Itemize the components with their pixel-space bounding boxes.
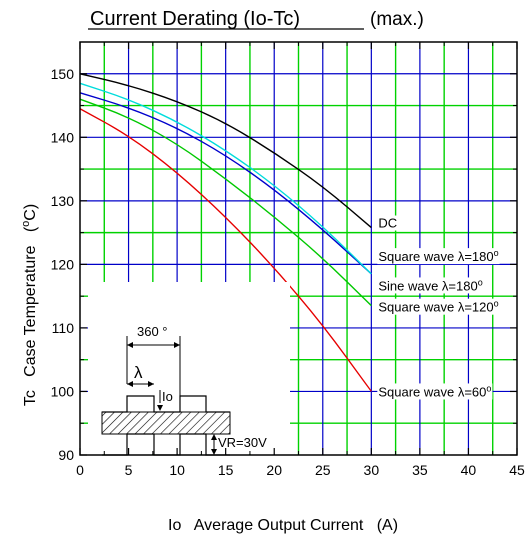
x-tick-label: 15 [218,462,234,478]
conduction-arrow-right-head [148,381,154,387]
series-curves [79,73,372,392]
current-arrow-head [157,405,163,411]
chart-title: Current Derating (Io-Tc) [90,8,300,30]
series-label-background [377,215,399,231]
current-label: Io [162,389,173,404]
y-tick-label: 90 [58,447,74,463]
series-label-background [377,248,500,265]
chart-subtitle: (max.) [370,9,424,30]
voltage-arrow-bottom-head [211,449,217,455]
conduction-arrow-left-head [127,381,133,387]
y-tick-label: 150 [51,66,75,82]
series-line [79,82,372,275]
x-tick-label: 30 [364,462,380,478]
current-waveform [102,395,230,413]
y-tick-label: 120 [51,256,75,272]
series-label: Square wave λ=120o [378,299,498,315]
axis-ticks: 0 5 10 15 20 25 30 35 40 45 90 100 110 120 130 140 150 [51,42,525,478]
x-tick-label: 25 [315,462,331,478]
x-tick-label: 20 [266,462,282,478]
reverse-voltage-band [101,411,231,435]
voltage-arrow-top-head [211,434,217,440]
voltage-label: VR=30V [218,435,267,450]
y-tick-label: 110 [52,320,75,336]
series-label-background [377,383,493,400]
y-tick-label: 100 [51,383,75,399]
x-tick-label: 45 [509,462,525,478]
waveform-inset: 360 ° λ Io VR=30V [88,282,290,456]
series-label: Sine wave λ=180o [378,277,482,293]
x-tick-label: 0 [76,462,84,478]
x-tick-label: 10 [169,462,185,478]
x-axis-label: Io Average Output Current (A) [168,517,398,534]
series-labels: DC Square wave λ=180o Sine wave λ=180o Squa… [377,215,500,400]
series-label: DC [378,216,397,231]
y-tick-label: 130 [51,193,75,209]
x-tick-label: 35 [412,462,428,478]
x-tick-label: 40 [461,462,477,478]
series-line [79,73,372,229]
series-label: Square wave λ=60o [378,383,491,399]
conduction-label: λ [134,363,143,382]
series-line [79,108,372,392]
series-line [79,92,372,275]
y-axis-label: Tc Case Temperature (oC) [20,204,39,406]
series-label-background [377,298,500,315]
period-arrow-left-head [127,342,133,348]
period-arrow-right-head [174,342,180,348]
series-label-background [377,277,484,294]
x-tick-label: 5 [125,462,133,478]
series-line [79,98,372,307]
period-label: 360 ° [137,324,168,339]
y-axis-label-group: Tc Case Temperature (oC) [20,204,39,406]
y-tick-label: 140 [51,129,75,145]
series-label: Square wave λ=180o [378,248,498,264]
